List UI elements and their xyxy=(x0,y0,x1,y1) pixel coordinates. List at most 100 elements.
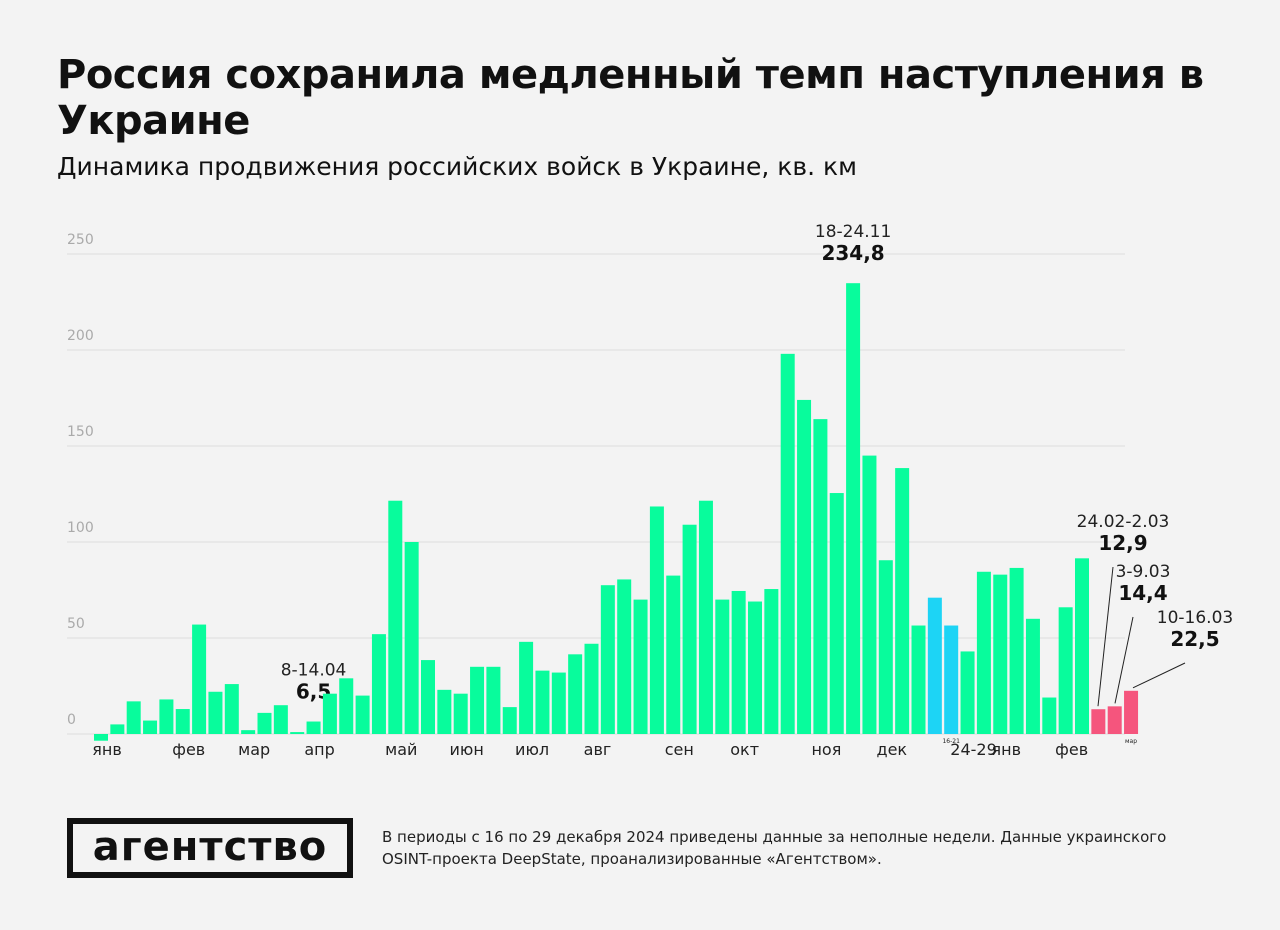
period-label: 3-9.03 xyxy=(1116,562,1171,582)
bar xyxy=(927,597,942,734)
bar xyxy=(698,500,713,734)
x-tick-label: мар xyxy=(1125,738,1137,745)
bar xyxy=(748,601,762,734)
bar xyxy=(551,672,566,734)
x-tick-label: авг xyxy=(584,740,612,759)
y-tick-label: 250 xyxy=(67,232,94,248)
bar xyxy=(453,693,468,734)
bar xyxy=(421,660,435,734)
x-tick-label: май xyxy=(385,740,417,759)
bar xyxy=(110,724,125,734)
y-tick-label: 100 xyxy=(67,520,94,536)
bar xyxy=(290,732,305,734)
bar xyxy=(126,701,141,734)
chart-title: Россия сохранила медленный темп наступле… xyxy=(57,52,1204,144)
bar xyxy=(633,599,648,734)
bar xyxy=(339,678,354,734)
bar xyxy=(470,666,485,734)
footnote: В периоды с 16 по 29 декабря 2024 привед… xyxy=(382,828,1167,868)
bar xyxy=(715,599,730,734)
bar xyxy=(666,575,681,734)
bar xyxy=(976,571,991,734)
leader-line xyxy=(1097,566,1114,707)
bar xyxy=(1091,709,1106,734)
x-tick-label: янв xyxy=(991,740,1021,759)
bar xyxy=(273,705,288,734)
value-label: 22,5 xyxy=(1170,627,1219,651)
value-label: 234,8 xyxy=(821,241,884,265)
x-tick-label: июн xyxy=(450,740,484,759)
bar xyxy=(813,419,828,734)
bar xyxy=(960,651,975,734)
bar xyxy=(306,721,321,734)
bar xyxy=(649,506,664,734)
x-tick-label: мар xyxy=(238,740,270,759)
x-tick-label: янв xyxy=(92,740,122,759)
y-tick-label: 50 xyxy=(67,616,85,632)
bar xyxy=(911,625,926,734)
bar xyxy=(878,560,893,734)
bar xyxy=(617,579,632,734)
bar xyxy=(224,684,239,734)
bar xyxy=(502,707,517,734)
chart-subtitle: Динамика продвижения российских войск в … xyxy=(57,152,857,181)
bar xyxy=(944,625,959,734)
x-tick-label: апр xyxy=(304,740,334,759)
x-tick-label: фев xyxy=(1055,740,1088,759)
period-label: 8-14.04 xyxy=(281,661,347,681)
bar xyxy=(1107,706,1122,734)
value-label: 14,4 xyxy=(1118,581,1167,605)
bar xyxy=(1124,690,1139,734)
leader-line xyxy=(1114,616,1134,704)
bar xyxy=(143,720,158,734)
bar xyxy=(1025,618,1040,734)
y-tick-label: 200 xyxy=(67,328,94,344)
bar xyxy=(192,624,207,734)
bar xyxy=(535,670,550,734)
x-tick-label: 24-29 xyxy=(950,740,997,759)
value-label: 12,9 xyxy=(1098,531,1147,555)
y-tick-label: 0 xyxy=(67,712,76,728)
bar xyxy=(257,712,272,734)
logo: агентство xyxy=(67,818,353,878)
bar xyxy=(731,590,746,734)
bar xyxy=(208,691,223,734)
period-label: 10-16.03 xyxy=(1157,608,1233,628)
bar xyxy=(159,699,174,734)
bar xyxy=(568,654,583,734)
bar xyxy=(486,666,501,734)
x-tick-label: фев xyxy=(172,740,205,759)
bar xyxy=(682,524,697,734)
bar xyxy=(94,734,108,741)
leader-line xyxy=(1132,662,1186,689)
bar xyxy=(519,641,534,734)
bar xyxy=(1075,558,1089,734)
period-label: 24.02-2.03 xyxy=(1077,512,1170,532)
bar xyxy=(371,634,386,734)
bar xyxy=(862,455,877,734)
bar xyxy=(895,468,910,734)
bar xyxy=(355,695,370,734)
bar xyxy=(993,574,1008,734)
x-tick-label: окт xyxy=(730,740,759,759)
bar xyxy=(764,589,779,734)
bar xyxy=(600,585,615,734)
bar xyxy=(780,353,795,734)
x-tick-label: 16-21 xyxy=(942,738,960,745)
bar xyxy=(437,689,452,734)
bar xyxy=(241,730,256,734)
period-label: 18-24.11 xyxy=(815,222,891,242)
x-tick-label: ноя xyxy=(811,740,841,759)
bar xyxy=(1058,607,1073,734)
y-tick-label: 150 xyxy=(67,424,94,440)
bar xyxy=(1009,567,1024,734)
bar xyxy=(1042,697,1057,734)
bar xyxy=(175,709,190,734)
bar xyxy=(829,493,844,734)
x-tick-label: сен xyxy=(665,740,694,759)
bar xyxy=(797,399,812,734)
bar xyxy=(322,693,337,734)
x-tick-label: июл xyxy=(515,740,549,759)
